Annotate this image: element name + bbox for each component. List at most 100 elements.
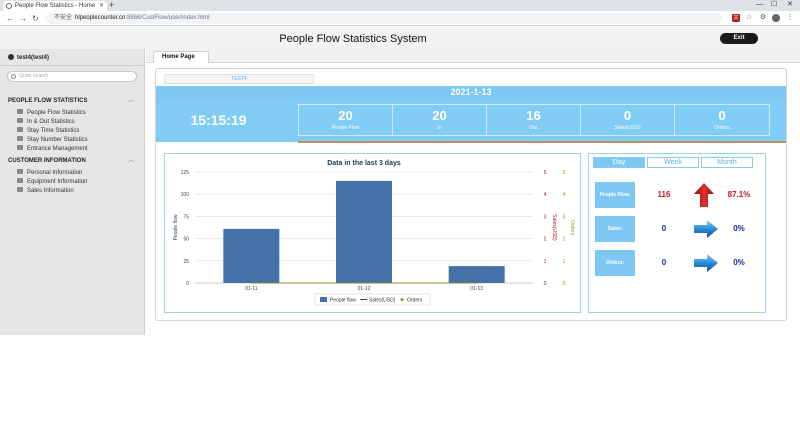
browser-tab-title: People Flow Statistics - Home	[15, 3, 96, 9]
stat-value: 20	[432, 108, 447, 123]
sales-label: Sales:	[595, 216, 635, 242]
exit-button[interactable]: Exit	[720, 33, 758, 44]
sidebar-item-equipment-information[interactable]: Equipment Information	[17, 178, 87, 187]
y-tick-label: 75	[183, 214, 189, 220]
legend-box	[314, 293, 431, 306]
user-info: test4(test4)	[8, 53, 49, 63]
sidebar-item-personal-information[interactable]: Personal Information	[17, 169, 82, 178]
window-close-icon[interactable]: ✕	[787, 1, 793, 8]
stat-in: 20 In	[393, 105, 487, 135]
tab-day[interactable]: Day	[593, 157, 645, 168]
y3-tick-label: 1	[563, 259, 566, 265]
stat-sales: 0 Sales(USD)	[581, 105, 675, 135]
section-people-flow-statistics[interactable]: PEOPLE FLOW STATISTICS	[8, 98, 88, 104]
stat-label: People Flow	[331, 125, 360, 131]
search-icon	[11, 74, 16, 79]
stat-value: 0	[718, 108, 726, 123]
sidebar-item-stay-number-statistics[interactable]: Stay Number Statistics	[17, 136, 88, 145]
close-tab-icon[interactable]: ✕	[98, 3, 104, 9]
url-host: hlpeoplecounter.cn	[75, 15, 126, 21]
orders-percent: 0%	[733, 258, 745, 267]
people-flow-percent: 87.1%	[727, 190, 751, 199]
trend-flat-arrow-icon	[694, 220, 718, 238]
legend-swatch-orders	[400, 298, 404, 301]
x-tick-label: 01-11	[245, 286, 258, 292]
browser-tab[interactable]: People Flow Statistics - Home ✕	[3, 1, 107, 11]
tab-week[interactable]: Week	[647, 157, 699, 168]
sidebar-item-sales-information[interactable]: Sales Information	[17, 187, 74, 196]
app-title: People Flow Statistics System	[279, 33, 427, 45]
back-icon[interactable]: ←	[6, 14, 14, 23]
chart-title: Data in the last 3 days	[327, 160, 401, 167]
forward-icon[interactable]: →	[19, 14, 27, 23]
app-header: People Flow Statistics System Exit	[0, 27, 800, 49]
reload-icon[interactable]: ↻	[32, 14, 39, 23]
stat-label: In	[437, 125, 442, 131]
bar-people-flow	[223, 228, 280, 283]
y-tick-label: 50	[183, 237, 189, 243]
legend-label-orders: Orders	[407, 298, 423, 304]
url-field[interactable]: 不安全 hlpeoplecounter.cn:8866/CustFlow/user…	[46, 13, 722, 24]
quick-search-input[interactable]: Quick search	[7, 71, 137, 82]
y-tick-label: 25	[183, 259, 189, 265]
section-customer-information[interactable]: CUSTOMER INFORMATION	[8, 158, 86, 164]
minimize-icon[interactable]: —	[756, 1, 763, 8]
stats-group: 20 People Flow 20 In 16 Out 0 Sales(USD)…	[298, 104, 770, 136]
trend-flat-arrow-icon	[694, 254, 718, 272]
y-tick-label: 100	[181, 192, 190, 198]
collapse-caret-icon[interactable]: ︿	[128, 98, 135, 104]
profile-icon[interactable]	[772, 14, 780, 22]
person-icon	[17, 169, 23, 174]
sidebar-item-entrance-management[interactable]: Entrance Management	[17, 145, 88, 154]
maximize-icon[interactable]: ☐	[771, 1, 778, 8]
stat-label: Orders	[714, 125, 730, 131]
stat-label: Sales(USD)	[614, 125, 641, 131]
collapse-caret-icon[interactable]: ︿	[128, 158, 135, 164]
trend-up-arrow-icon	[694, 183, 714, 207]
address-bar: ← → ↻ 不安全 hlpeoplecounter.cn:8866/CustFlo…	[0, 11, 800, 26]
sidebar-item-in-out-statistics[interactable]: In & Out Statistics	[17, 118, 75, 127]
people-icon	[17, 127, 23, 132]
tab-home-page[interactable]: Home Page	[153, 51, 209, 63]
people-flow-label: People Flow:	[595, 182, 635, 208]
stat-value: 0	[623, 108, 632, 123]
stat-value: 20	[338, 108, 353, 123]
x-tick-label: 01-13	[470, 286, 483, 292]
chart-last-3-days: Data in the last 3 days02550751001250123…	[173, 160, 575, 306]
sidebar-item-people-flow-statistics[interactable]: People Flow Statistics	[17, 109, 86, 118]
legend-label-people-flow: People flow	[330, 298, 356, 304]
entrance-icon	[17, 145, 23, 150]
tab-store[interactable]: TEST4	[164, 74, 314, 84]
y2-tick-label: 0	[544, 281, 547, 287]
y-axis-label: People flow	[173, 214, 179, 240]
sales-percent: 0%	[733, 224, 745, 233]
sidebar-item-stay-time-statistics[interactable]: Stay Time Statistics	[17, 127, 79, 136]
tab-month[interactable]: Month	[701, 157, 753, 168]
page-tab-bar: Home Page	[146, 49, 800, 63]
summary-panel: Day Week Month People Flow: 116 87.1% Sa…	[588, 153, 766, 313]
star-icon[interactable]: ☆	[745, 14, 753, 21]
orders-value: 0	[661, 258, 667, 267]
stat-people-flow: 20 People Flow	[299, 105, 393, 135]
y2-tick-label: 4	[544, 192, 547, 198]
sidebar: test4(test4) Quick search PEOPLE FLOW ST…	[0, 49, 145, 335]
globe-icon	[6, 3, 12, 9]
stats-bar: 15:15:19 20 People Flow 20 In 16 Out 0 S…	[156, 99, 786, 143]
stat-out: 16 Out	[487, 105, 581, 135]
stat-label: Out	[529, 125, 538, 131]
y2-tick-label: 1	[544, 259, 547, 265]
y-tick-label: 125	[181, 170, 190, 176]
stat-orders: 0 Orders	[675, 105, 769, 135]
menu-icon[interactable]: ⋮	[786, 14, 794, 21]
new-tab-icon[interactable]: +	[109, 0, 115, 10]
orders-label: Orders:	[595, 250, 635, 276]
translate-icon[interactable]: 文	[732, 14, 740, 22]
divider	[0, 65, 145, 66]
extensions-icon[interactable]: ⚙	[759, 14, 767, 21]
y3-tick-label: 4	[563, 192, 566, 198]
sales-value: 0	[661, 224, 667, 233]
y2-axis-label: Sales(USD)	[551, 214, 557, 241]
chart-panel: Data in the last 3 days 0 25 50 75 100 125 0 1 2 3…	[164, 153, 581, 313]
y2-tick-label: 3	[544, 214, 547, 220]
url-path: :8866/CustFlow/user/index.html	[125, 15, 210, 21]
